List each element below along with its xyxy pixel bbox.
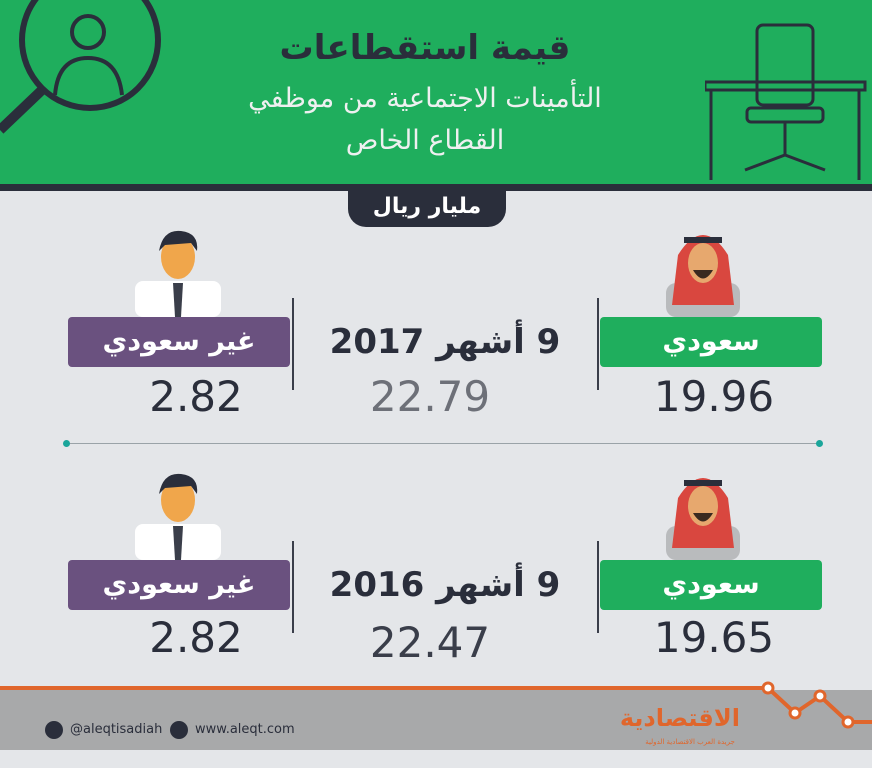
- divider-dot: [63, 440, 70, 447]
- unit-badge: مليار ريال: [348, 189, 506, 227]
- subtitle-line-1: التأمينات الاجتماعية من موظفي: [248, 83, 602, 114]
- saudi-value: 19.96: [653, 372, 775, 421]
- total-value: 22.47: [369, 618, 491, 667]
- title: قيمة استقطاعات: [279, 28, 571, 68]
- total-value: 22.79: [369, 372, 491, 421]
- saudi-person-icon: [666, 235, 740, 317]
- trend-line-icon: [761, 681, 872, 729]
- saudi-person-icon: [666, 478, 740, 560]
- header-divider: [0, 184, 872, 191]
- globe-icon: [170, 721, 188, 739]
- non-saudi-label: غير سعودي: [68, 317, 290, 367]
- non-saudi-label: غير سعودي: [68, 560, 290, 610]
- non-saudi-value: 2.82: [149, 372, 243, 421]
- period-label: 9 أشهر 2017: [329, 322, 561, 362]
- non-saudi-person-icon: [135, 473, 221, 560]
- separator: [597, 298, 599, 390]
- twitter-icon: [45, 721, 63, 739]
- saudi-value: 19.65: [653, 613, 775, 662]
- divider-dot: [816, 440, 823, 447]
- desk-chair-icon: [705, 23, 867, 180]
- subtitle-line-2: القطاع الخاص: [345, 125, 505, 156]
- publisher-logo: الاقتصادية: [619, 704, 740, 732]
- publisher-tagline: جريدة العرب الاقتصادية الدولية: [645, 738, 735, 746]
- separator: [597, 541, 599, 633]
- saudi-label: سعودي: [600, 560, 822, 610]
- header-banner: قيمة استقطاعات التأمينات الاجتماعية من م…: [0, 0, 872, 184]
- row-divider: [66, 443, 820, 444]
- website-link[interactable]: www.aleqt.com: [195, 722, 295, 737]
- separator: [292, 541, 294, 633]
- saudi-label: سعودي: [600, 317, 822, 367]
- magnifier-user-icon: [0, 0, 161, 134]
- twitter-handle[interactable]: @aleqtisadiah: [70, 722, 163, 737]
- period-label: 9 أشهر 2016: [329, 565, 561, 605]
- footer-line: [0, 686, 770, 690]
- footer: [0, 690, 872, 750]
- non-saudi-value: 2.82: [149, 613, 243, 662]
- non-saudi-person-icon: [135, 230, 221, 317]
- separator: [292, 298, 294, 390]
